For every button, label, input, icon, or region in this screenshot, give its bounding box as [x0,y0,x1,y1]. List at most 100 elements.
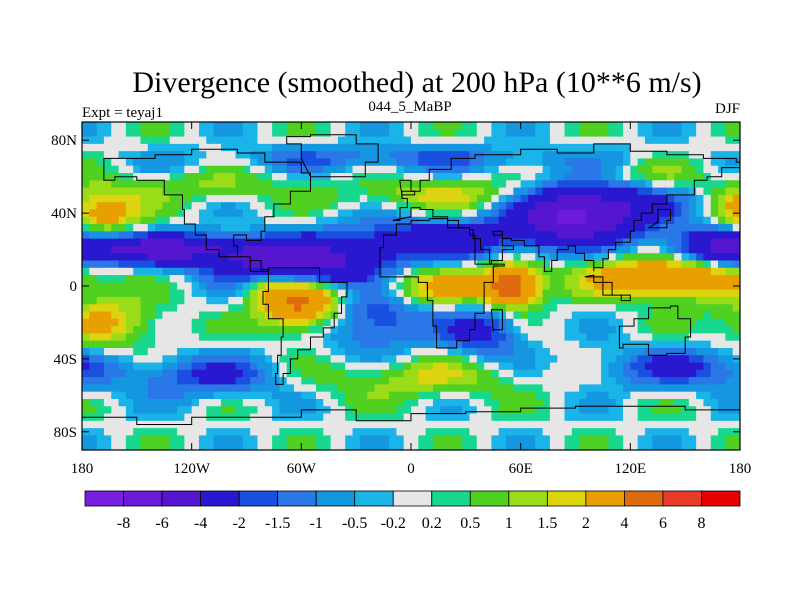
field-cell [425,391,434,400]
field-cell [118,238,127,247]
field-cell [542,355,551,364]
field-cell [520,391,529,400]
field-cell [440,238,449,247]
field-cell [345,326,354,334]
field-cell [147,151,156,160]
field-cell [593,318,602,327]
field-cell [725,194,734,203]
field-cell [345,224,354,232]
field-cell [630,398,639,407]
field-cell [279,194,288,203]
field-cell [586,143,595,152]
field-cell [644,369,653,378]
field-cell [586,129,595,138]
field-cell [403,173,412,181]
field-cell [469,151,478,160]
field-cell [133,122,142,130]
field-cell [140,442,149,450]
field-cell [630,296,639,305]
field-cell [718,231,726,240]
field-cell [323,216,332,225]
field-cell [198,245,207,254]
field-cell [542,398,551,407]
field-cell [315,245,324,254]
field-cell [213,442,222,450]
colorbar: -8 -6 -4 -2 -1.5 -1 -0.5 -0.2 0.2 0.5 1 1.5 2 4 6 8 [84,490,741,532]
field-cell [571,282,580,291]
field-cell [593,129,602,138]
field-cell [681,362,690,371]
field-cell [191,369,200,378]
field-cell [681,187,690,196]
field-cell [630,289,639,298]
field-cell [696,282,705,291]
field-cell [681,224,690,232]
field-cell [177,194,185,203]
field-cell [96,355,105,364]
field-cell [89,311,98,320]
field-cell [623,224,631,232]
field-cell [286,173,295,181]
field-cell [213,326,222,334]
field-cell [542,187,551,196]
field-cell [323,260,332,269]
y-tick-label: 0 [70,279,78,295]
field-cell [710,245,719,254]
field-cell [411,442,419,450]
field-cell [374,377,383,385]
field-cell [666,224,675,232]
field-cell [462,435,471,444]
field-cell [491,173,500,181]
field-cell [272,355,280,364]
field-cell [696,143,705,152]
field-cell [484,238,493,247]
field-cell [228,398,237,407]
field-cell [535,267,544,276]
field-cell [294,173,302,181]
field-cell [140,143,149,152]
field-cell [177,245,185,254]
field-cell [506,282,514,291]
field-cell [381,158,390,167]
field-cell [411,224,419,232]
field-cell [389,122,397,130]
field-cell [389,391,397,400]
field-cell [359,311,368,320]
field-cell [206,151,215,160]
field-cell [220,398,229,407]
field-cell [418,151,427,160]
field-cell [696,245,705,254]
field-cell [674,253,683,262]
field-cell [542,326,551,334]
field-cell [140,180,149,189]
field-cell [601,428,609,437]
field-cell [696,304,705,313]
field-cell [557,216,566,225]
field-cell [571,347,580,356]
field-cell [96,136,105,145]
field-cell [264,238,273,247]
field-cell [535,442,544,450]
field-cell [389,362,397,371]
field-cell [403,216,412,225]
field-cell [89,253,98,262]
field-cell [454,282,463,291]
field-cell [133,151,142,160]
field-cell [147,333,156,342]
field-cell [732,398,740,407]
field-cell [337,347,346,356]
field-cell [601,398,609,407]
field-cell [213,362,222,371]
field-cell [608,406,617,415]
field-cell [82,129,90,138]
field-cell [352,398,361,407]
field-cell [396,231,405,240]
field-cell [630,384,639,393]
field-cell [147,326,156,334]
field-cell [89,180,98,189]
field-cell [484,442,493,450]
field-cell [82,151,90,160]
field-cell [659,377,668,385]
field-cell [491,304,500,313]
field-cell [133,333,142,342]
